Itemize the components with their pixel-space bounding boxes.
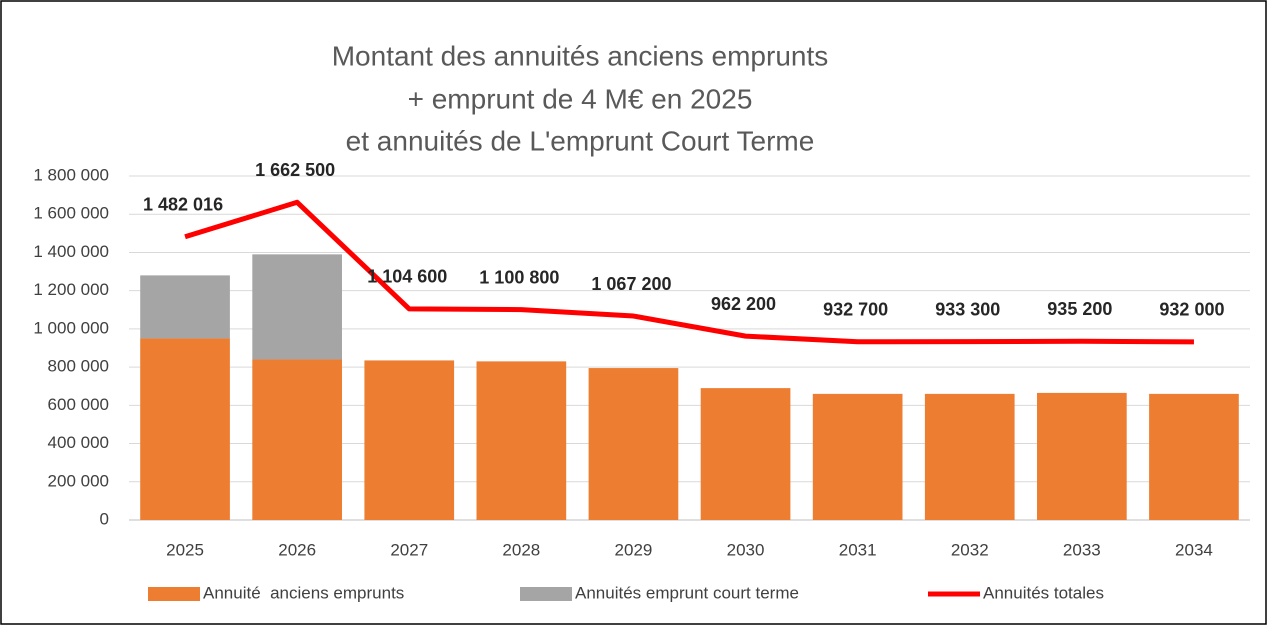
bar (1037, 392, 1127, 520)
chart-title: + emprunt de 4 M€ en 2025 (408, 83, 753, 114)
y-tick-label: 1 800 000 (33, 165, 109, 184)
bar (812, 393, 903, 520)
data-label: 962 200 (711, 294, 776, 314)
x-tick-label: 2030 (727, 540, 765, 559)
bar (588, 368, 679, 520)
bar (1149, 393, 1239, 520)
y-tick-label: 1 200 000 (33, 280, 109, 299)
x-tick-label: 2032 (951, 540, 989, 559)
bar (924, 393, 1015, 520)
y-tick-label: 1 600 000 (33, 204, 109, 223)
data-label: 1 662 500 (255, 160, 335, 180)
bar (140, 338, 230, 520)
data-label: 935 200 (1047, 299, 1112, 319)
legend-swatch (148, 587, 200, 601)
y-tick-label: 1 000 000 (33, 318, 109, 337)
bar (252, 359, 342, 520)
y-tick-label: 800 000 (48, 357, 109, 376)
legend-label: Annuités emprunt court terme (575, 583, 799, 602)
bar (140, 275, 230, 339)
x-tick-label: 2033 (1063, 540, 1101, 559)
legend-swatch (520, 587, 572, 601)
bar (700, 388, 791, 520)
x-tick-label: 2028 (502, 540, 540, 559)
data-label: 932 000 (1159, 300, 1224, 320)
data-label: 1 482 016 (143, 195, 223, 215)
x-tick-label: 2031 (839, 540, 877, 559)
legend-label: Annuité anciens emprunts (203, 583, 404, 602)
data-label: 1 100 800 (479, 267, 559, 287)
x-tick-label: 2034 (1175, 540, 1213, 559)
data-label: 932 700 (823, 300, 888, 320)
bar (476, 361, 567, 520)
chart-title: Montant des annuités anciens emprunts (332, 40, 829, 71)
y-tick-label: 600 000 (48, 395, 109, 414)
y-tick-label: 400 000 (48, 433, 109, 452)
y-tick-label: 0 (100, 509, 109, 528)
x-tick-label: 2025 (166, 540, 204, 559)
data-label: 1 067 200 (591, 274, 671, 294)
data-label: 1 104 600 (367, 267, 447, 287)
bar (364, 360, 455, 520)
chart-title: et annuités de L'emprunt Court Terme (346, 125, 815, 156)
x-tick-label: 2026 (278, 540, 316, 559)
x-tick-label: 2027 (390, 540, 428, 559)
x-tick-label: 2029 (615, 540, 653, 559)
legend-label: Annuités totales (983, 583, 1104, 602)
line (184, 199, 1194, 345)
bar (252, 254, 342, 360)
y-tick-label: 1 400 000 (33, 242, 109, 261)
y-tick-label: 200 000 (48, 471, 109, 490)
data-label: 933 300 (935, 299, 1000, 319)
